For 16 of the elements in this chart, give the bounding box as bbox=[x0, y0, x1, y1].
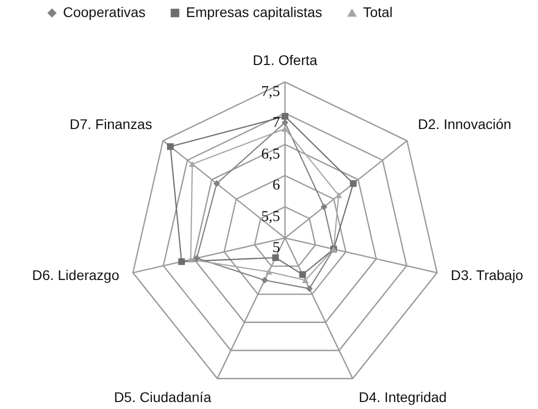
legend-label: Cooperativas bbox=[63, 4, 146, 20]
spoke-label: D5. Ciudadanía bbox=[114, 389, 212, 406]
spoke-label: D2. Innovación bbox=[418, 116, 512, 132]
y-tick-label: 7 bbox=[272, 115, 280, 132]
legend-label: Total bbox=[363, 4, 393, 20]
spoke-label: D4. Integridad bbox=[358, 389, 447, 406]
y-tick-label: 5,5 bbox=[261, 208, 280, 225]
y-tick-label: 5 bbox=[272, 240, 280, 256]
y-tick-label: 6,5 bbox=[261, 146, 280, 162]
spoke-label: D6. Liderazgo bbox=[32, 266, 120, 283]
spoke-label: D7. Finanzas bbox=[70, 116, 152, 132]
spoke-label: D3. Trabajo bbox=[450, 266, 524, 283]
legend-label: Empresas capitalistas bbox=[186, 4, 322, 20]
spoke-label: D1. Oferta bbox=[252, 52, 318, 68]
y-tick-label: 6 bbox=[272, 178, 280, 194]
y-tick-label: 7,5 bbox=[261, 84, 280, 100]
